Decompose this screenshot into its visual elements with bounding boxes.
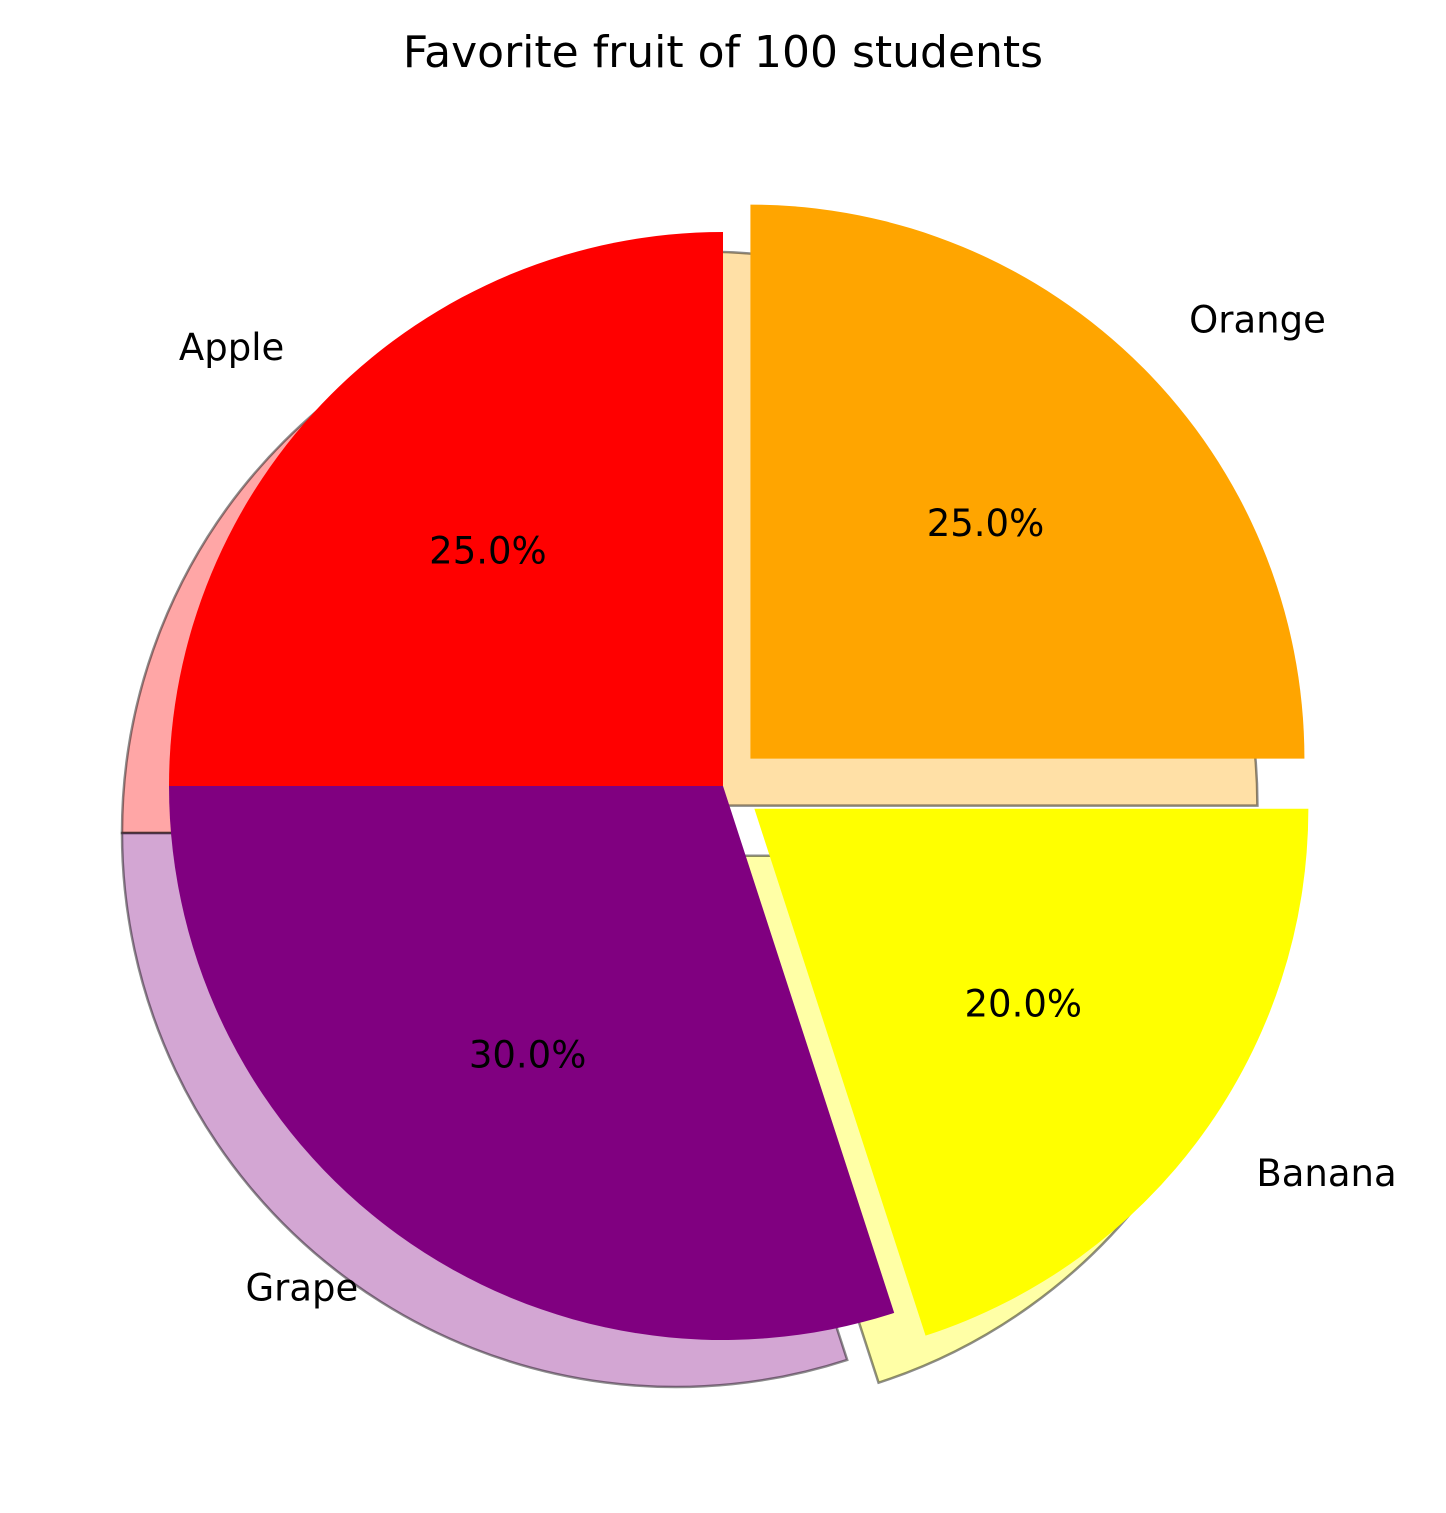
percent-label-banana: 20.0% [965, 983, 1083, 1026]
pie-slice-apple [169, 232, 723, 786]
pie-slice-grape [169, 786, 895, 1340]
category-label-orange: Orange [1189, 298, 1326, 341]
category-label-apple: Apple [179, 326, 284, 369]
slice-layer [169, 204, 1309, 1340]
chart-title: Favorite fruit of 100 students [403, 27, 1043, 78]
label-layer: 25.0% Apple 30.0% Grape 20.0% Banana 25.0% Oran… [179, 298, 1397, 1309]
pie-slice-orange [750, 204, 1305, 759]
percent-label-orange: 25.0% [927, 502, 1045, 545]
percent-label-grape: 30.0% [469, 1033, 587, 1076]
category-label-grape: Grape [245, 1266, 358, 1309]
pie-slice-banana [754, 808, 1309, 1336]
category-label-banana: Banana [1256, 1152, 1396, 1195]
percent-label-apple: 25.0% [429, 529, 547, 572]
